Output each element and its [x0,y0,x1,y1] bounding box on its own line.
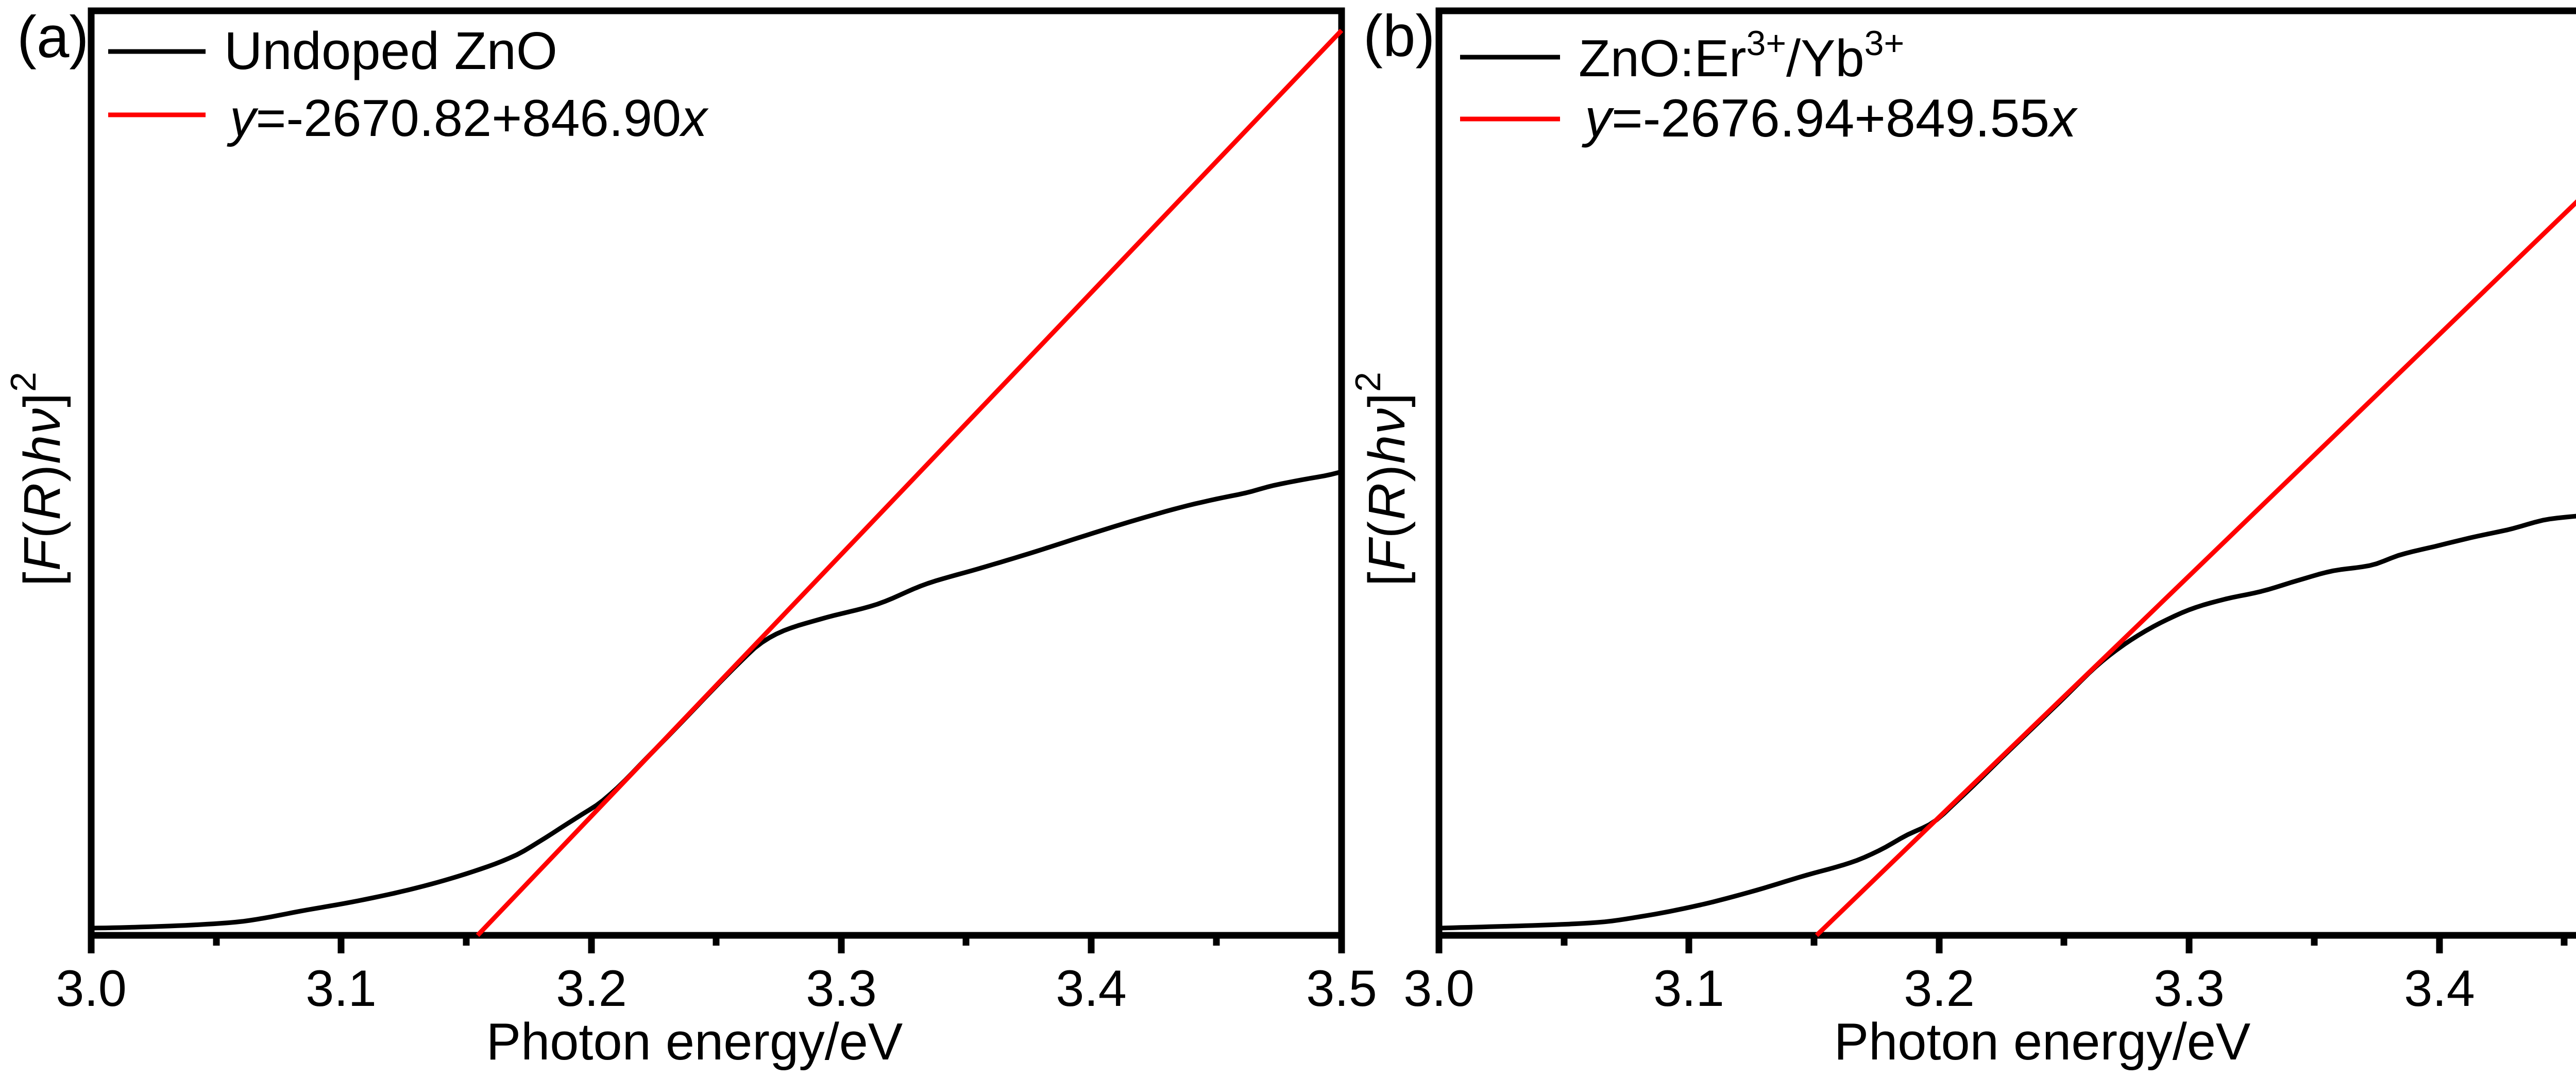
svg-text:3.4: 3.4 [2404,960,2475,1017]
svg-text:3.2: 3.2 [1904,960,1975,1017]
svg-text:3.1: 3.1 [1653,960,1724,1017]
svg-text:Photon energy/eV: Photon energy/eV [1834,1013,2251,1071]
svg-text:Photon energy/eV: Photon energy/eV [486,1013,903,1071]
svg-text:3.0: 3.0 [1403,960,1475,1017]
svg-text:3.3: 3.3 [2154,960,2225,1017]
svg-text:3.1: 3.1 [306,960,377,1017]
svg-text:3.3: 3.3 [806,960,877,1017]
svg-text:y=-2676.94+849.55x: y=-2676.94+849.55x [1582,89,2078,148]
svg-text:Undoped ZnO: Undoped ZnO [224,21,557,80]
svg-text:[F(R)hν]2: [F(R)hν]2 [3,371,71,586]
svg-text:3.0: 3.0 [56,960,127,1017]
svg-text:[F(R)hν]2: [F(R)hν]2 [1348,371,1416,586]
svg-text:3.2: 3.2 [556,960,627,1017]
svg-text:3.5: 3.5 [1306,960,1377,1017]
svg-text:3.4: 3.4 [1056,960,1127,1017]
svg-text:(a): (a) [17,5,89,70]
svg-text:(b): (b) [1363,4,1435,69]
svg-text:ZnO:Er3+/Yb3+: ZnO:Er3+/Yb3+ [1579,24,1904,88]
svg-text:y=-2670.82+846.90x: y=-2670.82+846.90x [227,90,709,147]
